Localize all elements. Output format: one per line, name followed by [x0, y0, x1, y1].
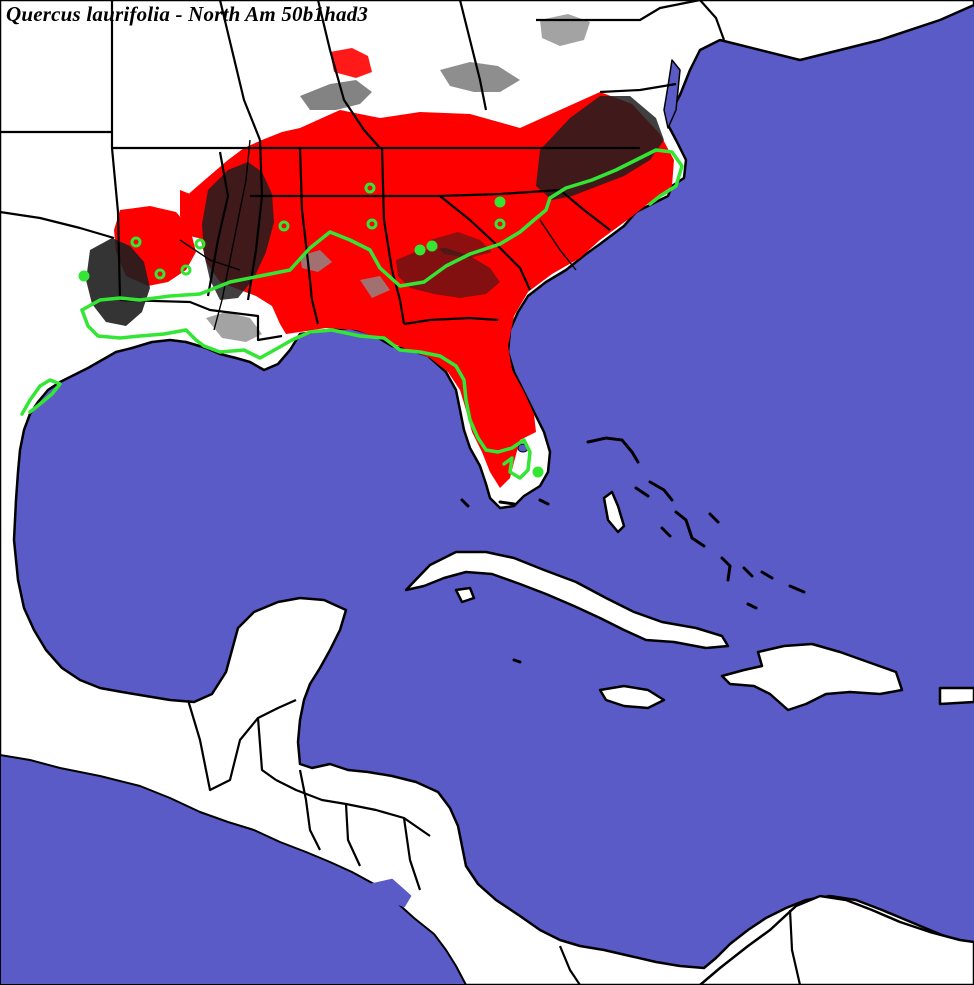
border-line — [599, 82, 677, 94]
border-line — [119, 298, 283, 342]
lake-nicaragua — [368, 878, 412, 908]
occurrence-point-icon — [532, 466, 544, 478]
border-line — [316, 0, 381, 149]
pacific-ocean — [0, 754, 467, 985]
occurrence-point-icon — [180, 264, 192, 276]
border-line — [344, 803, 361, 867]
occurrence-point-icon — [278, 220, 290, 232]
occurrence-point-icon — [366, 218, 378, 230]
occurrence-point-icon — [78, 270, 90, 282]
border-line — [439, 195, 532, 291]
border-line — [298, 147, 320, 325]
rivers — [179, 139, 577, 331]
cuba-island — [404, 550, 730, 650]
puerto-rico-island — [938, 686, 974, 706]
isla-juventud — [454, 586, 476, 604]
border-line — [788, 909, 802, 985]
hispaniola-island — [720, 642, 904, 712]
jamaica-island — [598, 684, 666, 710]
border-line — [536, 0, 701, 22]
border-line — [246, 139, 264, 301]
border-line — [403, 316, 499, 326]
bahamas-islands — [460, 436, 806, 664]
occurrence-point-icon — [494, 196, 506, 208]
border-line — [558, 945, 581, 985]
border-line — [458, 0, 488, 111]
occurrence-point-icon — [426, 240, 438, 252]
border-line — [559, 189, 611, 231]
border-line — [218, 0, 262, 141]
border-line — [0, 210, 115, 240]
occurrence-point-icon — [194, 238, 206, 250]
marginal-range — [206, 14, 590, 342]
andros-island — [602, 490, 626, 534]
map-title: Quercus laurifolia - North Am 50b1had3 — [6, 2, 369, 26]
caribbean-islands — [404, 490, 974, 712]
border-line — [110, 132, 122, 301]
occurrence-point-icon — [364, 182, 376, 194]
occurrence-point-icon — [154, 268, 166, 280]
occurrence-points — [78, 182, 544, 478]
occurrence-point-icon — [130, 236, 142, 248]
range-outline — [20, 148, 684, 480]
border-line — [256, 717, 277, 781]
occurrence-point-icon — [414, 244, 426, 256]
south-america-land — [698, 894, 974, 985]
border-line — [250, 188, 561, 198]
border-line — [298, 769, 321, 851]
occurrence-point-icon — [494, 218, 506, 230]
border-line — [206, 151, 230, 297]
border-line — [699, 0, 726, 41]
political-borders — [0, 0, 802, 985]
border-line — [402, 817, 422, 891]
border-line — [186, 698, 297, 792]
